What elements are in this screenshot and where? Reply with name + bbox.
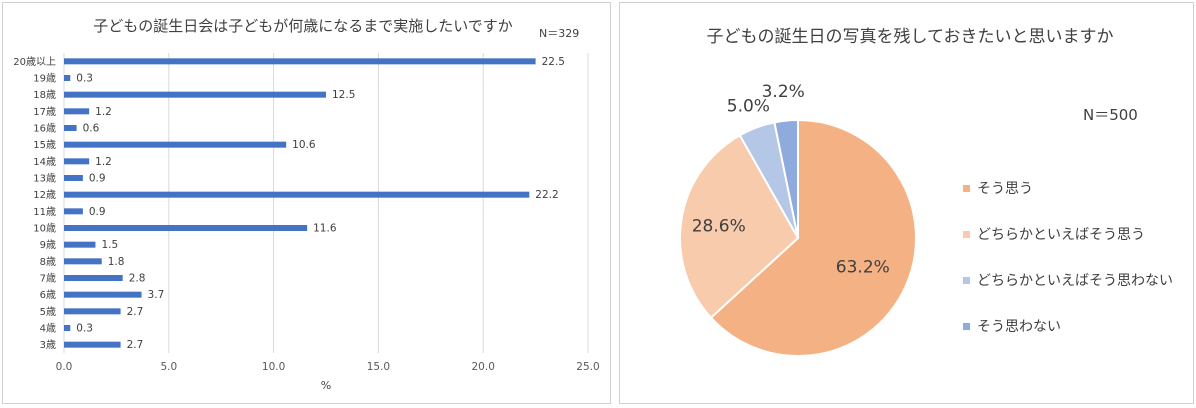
bar-chart-tick-label: 25.0 bbox=[576, 361, 599, 373]
pie-chart-legend-swatch bbox=[963, 231, 970, 238]
bar-chart-bar bbox=[64, 158, 90, 165]
pie-chart-slice bbox=[773, 118, 799, 239]
pie-chart-slice bbox=[679, 133, 800, 320]
bar-chart-category-label: 20歳以上 bbox=[13, 56, 56, 68]
bar-chart-value-label: 2.7 bbox=[127, 306, 144, 318]
bar-chart-value-label: 1.2 bbox=[95, 156, 112, 168]
bar-chart-bar bbox=[64, 58, 536, 65]
bar-chart-bar bbox=[64, 308, 121, 315]
bar-chart-bar bbox=[64, 241, 96, 248]
bar-chart-bar bbox=[64, 341, 121, 348]
bar-chart-sample-size: N＝329 bbox=[539, 27, 579, 40]
bar-chart-category-labels: 20歳以上 19歳 18歳 17歳 16歳 15歳 14歳 13歳 12歳 11歳 10歳 9歳 8歳 7… bbox=[13, 56, 56, 351]
bar-chart-value-label: 0.9 bbox=[89, 173, 106, 185]
pie-chart-value-labels: 63.2% 28.6% 5.0%3.2% bbox=[692, 82, 890, 277]
bar-chart-value-label: 22.5 bbox=[542, 56, 565, 68]
bar-chart-category-label: 8歳 bbox=[40, 256, 56, 268]
bar-chart-bar bbox=[64, 191, 530, 198]
bar-chart-value-label: 2.7 bbox=[127, 339, 144, 351]
bar-chart-x-axis-label: % bbox=[321, 379, 331, 392]
bar-chart-value-label: 0.3 bbox=[76, 323, 93, 335]
pie-chart: 子どもの誕生日の写真を残しておきたいと思いますか N＝500 63.2% 28.6… bbox=[679, 27, 1173, 357]
pie-chart-value-label: 3.2% bbox=[762, 82, 805, 102]
pie-chart-value-label: 28.6% bbox=[692, 216, 746, 236]
bar-chart-category-label: 5歳 bbox=[40, 306, 56, 318]
pie-chart-value-label: 5.0% bbox=[727, 96, 770, 116]
bar-chart-category-label: 11歳 bbox=[33, 206, 56, 218]
bar-chart-tick-label: 20.0 bbox=[472, 361, 495, 373]
bar-chart-category-label: 17歳 bbox=[33, 106, 56, 118]
bar-chart-bar bbox=[64, 141, 287, 148]
bar-chart-value-label: 3.7 bbox=[148, 289, 165, 301]
bar-chart-category-label: 4歳 bbox=[40, 323, 56, 335]
bar-chart-tick-label: 5.0 bbox=[160, 361, 177, 373]
bar-chart-tick-labels: 0.0 5.0 10.0 15.0 20.0 25.0 bbox=[56, 361, 600, 373]
pie-chart-panel: 子どもの誕生日の写真を残しておきたいと思いますか N＝500 63.2% 28.6… bbox=[619, 2, 1194, 404]
bar-chart-category-label: 18歳 bbox=[33, 89, 56, 101]
pie-chart-sample-size: N＝500 bbox=[1083, 106, 1138, 124]
bar-chart-tick-label: 10.0 bbox=[262, 361, 285, 373]
bar-chart-bars bbox=[64, 58, 536, 348]
bar-chart: 子どもの誕生日会は子どもが何歳になるまで実施したいですか N＝329 % 20歳… bbox=[13, 17, 600, 392]
bar-chart-gridlines bbox=[63, 53, 589, 353]
bar-chart-tick-label: 15.0 bbox=[367, 361, 390, 373]
pie-chart-legend-label: そう思わない bbox=[977, 319, 1061, 335]
bar-chart-value-label: 11.6 bbox=[313, 223, 337, 235]
bar-chart-category-label: 14歳 bbox=[33, 156, 56, 168]
bar-chart-category-label: 10歳 bbox=[33, 223, 56, 235]
pie-chart-legend-label: どちらかといえばそう思う bbox=[977, 227, 1145, 243]
pie-chart-slice bbox=[709, 118, 917, 357]
pie-chart-slices bbox=[679, 118, 917, 357]
bar-chart-bar bbox=[64, 108, 90, 115]
bar-chart-bar bbox=[64, 125, 77, 131]
bar-chart-bar bbox=[64, 208, 83, 215]
pie-chart-legend-swatch bbox=[963, 323, 970, 330]
bar-chart-value-label: 0.6 bbox=[83, 123, 100, 135]
bar-chart-category-label: 3歳 bbox=[40, 339, 56, 351]
bar-chart-value-label: 0.9 bbox=[89, 206, 106, 218]
bar-chart-value-label: 12.5 bbox=[332, 89, 355, 101]
bar-chart-panel: 子どもの誕生日会は子どもが何歳になるまで実施したいですか N＝329 % 20歳… bbox=[2, 2, 611, 404]
bar-chart-value-label: 1.2 bbox=[95, 106, 112, 118]
bar-chart-value-label: 1.5 bbox=[101, 239, 118, 251]
bar-chart-category-label: 12歳 bbox=[33, 189, 56, 201]
bar-chart-tick-label: 0.0 bbox=[56, 361, 73, 373]
bar-chart-category-label: 9歳 bbox=[40, 239, 56, 251]
bar-chart-category-label: 19歳 bbox=[33, 73, 56, 85]
pie-chart-legend-label: そう思う bbox=[977, 181, 1033, 197]
bar-chart-bar bbox=[64, 291, 142, 298]
bar-chart-bar bbox=[64, 91, 326, 98]
pie-chart-value-label: 63.2% bbox=[836, 258, 890, 278]
bar-chart-category-label: 15歳 bbox=[33, 139, 56, 151]
bar-chart-value-label: 10.6 bbox=[292, 139, 316, 151]
bar-chart-title: 子どもの誕生日会は子どもが何歳になるまで実施したいですか bbox=[93, 17, 513, 35]
bar-chart-value-labels: 22.5 0.3 12.5 1.2 0.6 10.6 1.2 0.9 22.2 0.9 11.6 1.… bbox=[76, 56, 565, 351]
bar-chart-category-label: 16歳 bbox=[33, 123, 56, 135]
bar-chart-category-label: 13歳 bbox=[33, 173, 56, 185]
bar-chart-bar bbox=[64, 275, 123, 281]
bar-chart-category-label: 6歳 bbox=[40, 289, 56, 301]
bar-chart-bar bbox=[64, 325, 71, 331]
bar-chart-bar bbox=[64, 225, 308, 231]
pie-chart-title: 子どもの誕生日の写真を残しておきたいと思いますか bbox=[707, 27, 1114, 47]
bar-chart-bar bbox=[64, 175, 83, 181]
pie-chart-legend-swatch bbox=[963, 185, 970, 192]
bar-chart-bar bbox=[64, 75, 71, 81]
bar-chart-bar bbox=[64, 258, 102, 265]
bar-chart-value-label: 0.3 bbox=[76, 73, 93, 85]
bar-chart-value-label: 1.8 bbox=[108, 256, 125, 268]
pie-chart-legend-swatch bbox=[963, 277, 970, 284]
bar-chart-value-label: 22.2 bbox=[535, 189, 558, 201]
pie-chart-legend-label: どちらかといえばそう思わない bbox=[977, 273, 1173, 289]
bar-chart-category-label: 7歳 bbox=[40, 273, 56, 285]
bar-chart-value-label: 2.8 bbox=[129, 273, 146, 285]
